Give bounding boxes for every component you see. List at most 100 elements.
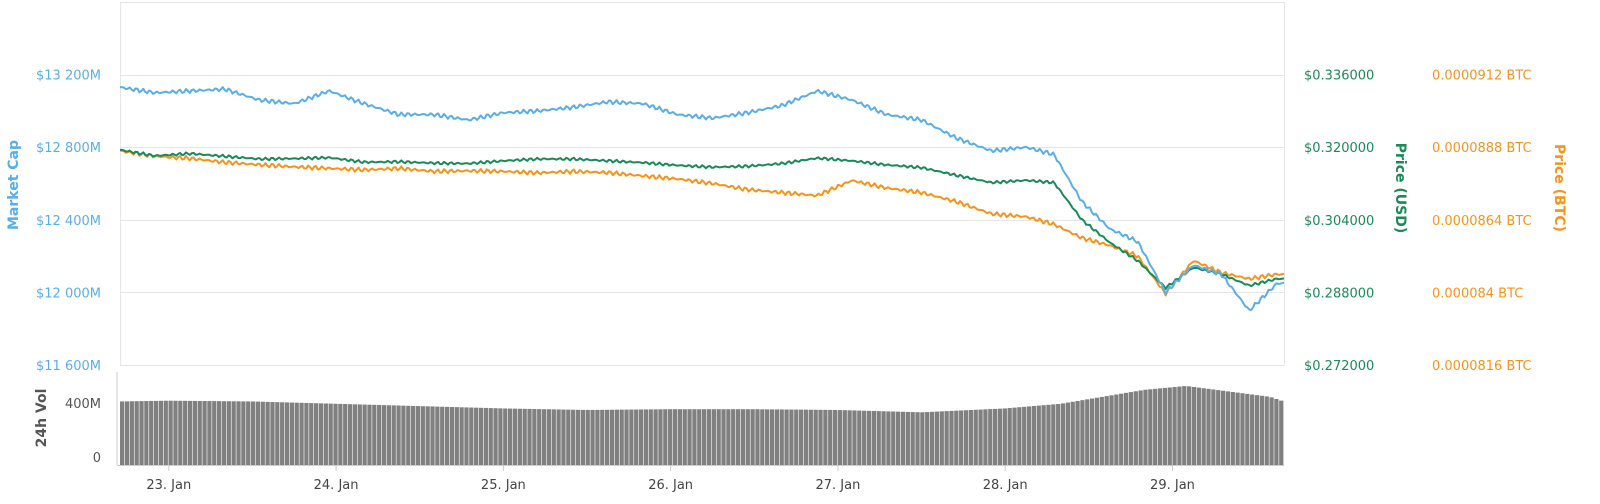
volume-bar	[629, 409, 634, 465]
x-tick-label: 24. Jan	[314, 478, 359, 493]
volume-bar	[1211, 389, 1216, 465]
volume-bar	[299, 402, 304, 465]
volume-bar	[212, 401, 217, 465]
volume-tick-label: 400M	[65, 397, 101, 412]
volume-bar	[236, 401, 241, 465]
volume-bar	[755, 409, 760, 465]
volume-bar	[537, 409, 542, 465]
volume-bar	[314, 403, 319, 465]
volume-bar	[726, 409, 731, 465]
volume-bar	[745, 409, 750, 465]
volume-bar	[706, 409, 712, 465]
volume-bar	[522, 408, 527, 465]
volume-bar	[420, 406, 425, 465]
volume-bar	[609, 409, 615, 465]
volume-bar	[338, 403, 343, 465]
series-line-price-btc	[119, 149, 1285, 297]
volume-bar	[1138, 390, 1143, 465]
price-usd-tick-label: $0.272000	[1304, 359, 1374, 374]
volume-bar	[1182, 386, 1187, 465]
volume-bar	[1153, 388, 1158, 465]
volume-bar	[1201, 388, 1206, 465]
volume-bar	[1143, 389, 1148, 465]
volume-bar	[1099, 396, 1104, 465]
volume-bar	[280, 402, 285, 465]
volume-bar	[925, 412, 930, 465]
volume-bar	[668, 409, 673, 465]
price-btc-tick-label: 0.0000912 BTC	[1432, 69, 1532, 84]
volume-bar	[309, 403, 314, 465]
volume-bar	[377, 404, 382, 465]
volume-bar	[1259, 395, 1264, 465]
volume-bar	[929, 411, 935, 465]
volume-bar	[963, 410, 969, 465]
volume-bar	[498, 408, 503, 465]
volume-bar	[318, 403, 324, 465]
volume-bar	[1012, 407, 1017, 465]
volume-bar	[634, 409, 639, 465]
volume-bar	[993, 408, 998, 465]
volume-bar	[1254, 395, 1260, 465]
volume-bar	[187, 400, 193, 465]
volume-bar	[600, 409, 605, 465]
volume-bar	[1041, 405, 1046, 465]
volume-bar	[910, 412, 915, 465]
volume-bar	[1162, 387, 1167, 465]
volume-bar	[1269, 397, 1274, 465]
x-tick-label: 28. Jan	[983, 478, 1028, 493]
volume-bar	[527, 408, 532, 465]
volume-bar	[997, 408, 1003, 465]
volume-bar	[372, 404, 377, 465]
volume-bar	[1225, 391, 1231, 465]
volume-bar	[978, 409, 983, 465]
volume-bar	[483, 407, 488, 465]
volume-bar	[852, 410, 857, 465]
volume-bars	[120, 386, 1284, 465]
volume-bar	[323, 403, 328, 465]
volume-bar	[823, 409, 828, 465]
volume-bar	[692, 409, 697, 465]
volume-bar	[973, 409, 978, 465]
volume-bar	[959, 410, 964, 465]
series-lines	[119, 86, 1285, 312]
volume-bar	[837, 410, 843, 465]
market-cap-tick-label: $11 600M	[36, 359, 101, 374]
volume-bar	[158, 400, 164, 465]
price-btc-tick-label: 0.000084 BTC	[1432, 286, 1523, 301]
volume-bar	[183, 400, 188, 465]
volume-bar	[750, 409, 755, 465]
volume-bar	[386, 405, 391, 465]
volume-bar	[120, 401, 125, 465]
volume-bar	[794, 409, 799, 465]
volume-bar	[896, 411, 901, 465]
volume-bar	[207, 401, 212, 465]
volume-bar	[425, 406, 430, 465]
volume-bar	[1133, 391, 1138, 465]
volume-bar	[857, 410, 862, 465]
volume-bar	[832, 409, 838, 465]
market-cap-axis-title: Market Cap	[6, 140, 22, 230]
volume-bar	[396, 405, 401, 465]
volume-bar	[153, 400, 159, 465]
volume-bar	[1036, 405, 1041, 465]
volume-bar	[144, 401, 149, 465]
volume-bar	[444, 406, 450, 465]
volume-bar	[1046, 404, 1051, 465]
volume-bar	[1235, 392, 1240, 465]
volume-bar	[415, 406, 421, 465]
volume-bar	[270, 402, 275, 465]
volume-bar	[352, 404, 358, 465]
volume-bar	[178, 400, 183, 465]
volume-bar	[1017, 407, 1022, 465]
volume-bar	[677, 409, 682, 465]
volume-bar	[134, 401, 139, 465]
volume-bar	[939, 411, 944, 465]
volume-bar	[265, 401, 270, 465]
volume-bar	[221, 401, 227, 465]
volume-bar	[934, 411, 940, 465]
volume-bar	[605, 409, 610, 465]
volume-bar	[275, 402, 280, 465]
volume-bar	[1026, 406, 1032, 465]
volume-bar	[585, 409, 590, 465]
volume-bar	[192, 400, 197, 465]
